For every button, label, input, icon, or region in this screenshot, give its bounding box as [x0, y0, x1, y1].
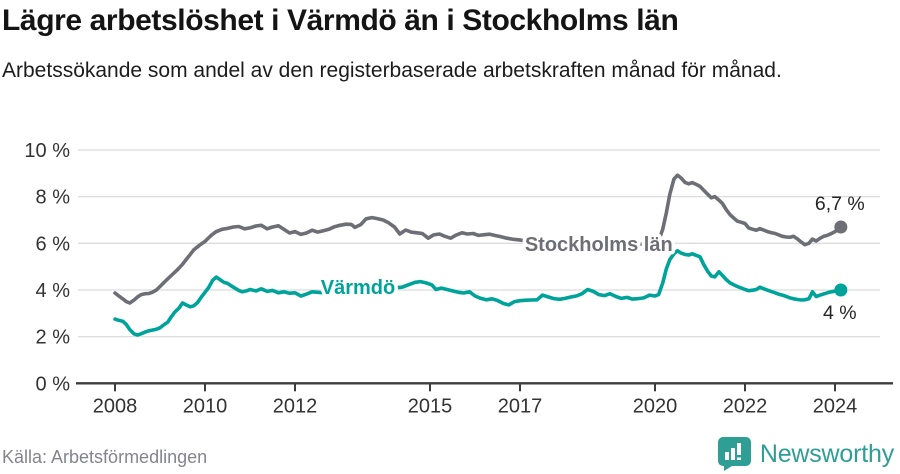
x-tick-label: 2017 [498, 395, 543, 417]
x-tick-label: 2024 [813, 395, 858, 417]
series-end-value-label: 4 % [823, 302, 857, 324]
source-label: Källa: Arbetsförmedlingen [2, 447, 208, 467]
series-line-v-rmd- [113, 249, 843, 337]
newsworthy-wordmark: Newsworthy [759, 439, 894, 468]
newsworthy-speech-bubble-barchart-icon [717, 437, 751, 471]
y-tick-label: 0 % [36, 373, 71, 395]
x-tick-label: 2010 [183, 395, 228, 417]
y-axis-labels: 0 % 2 % 4 % 6 % 8 % 10 % [24, 140, 70, 395]
y-tick-label: 8 % [36, 187, 71, 209]
gridlines [78, 149, 880, 338]
y-tick-label: 2 % [36, 327, 71, 349]
x-axis-labels: 2008 2010 2012 2015 2017 2020 2022 2024 [93, 395, 858, 417]
x-tick-label: 2020 [633, 395, 678, 417]
series-label: Stockholms län [525, 234, 673, 256]
series-end-value-label: 6,7 % [815, 193, 865, 215]
chart-title: Lägre arbetslöshet i Värmdö än i Stockho… [2, 4, 679, 37]
series-label: Värmdö [321, 277, 395, 299]
x-tick-label: 2008 [93, 395, 138, 417]
series-end-dot [834, 220, 848, 234]
y-tick-label: 10 % [24, 140, 70, 162]
newsworthy-logo: Newsworthy [717, 437, 894, 471]
x-axis [76, 382, 893, 392]
x-tick-label: 2022 [723, 395, 768, 417]
series-end-dot [834, 283, 848, 297]
series-annotations: Stockholms län 6,7 % Värmdö 4 % [317, 193, 865, 324]
x-tick-label: 2015 [408, 395, 453, 417]
chart-subtitle: Arbetssökande som andel av den registerb… [2, 59, 782, 82]
y-tick-label: 6 % [36, 233, 71, 255]
y-tick-label: 4 % [36, 280, 71, 302]
series-line-stockholms-l-n [113, 173, 843, 305]
data-series [113, 173, 843, 337]
x-tick-label: 2012 [273, 395, 318, 417]
